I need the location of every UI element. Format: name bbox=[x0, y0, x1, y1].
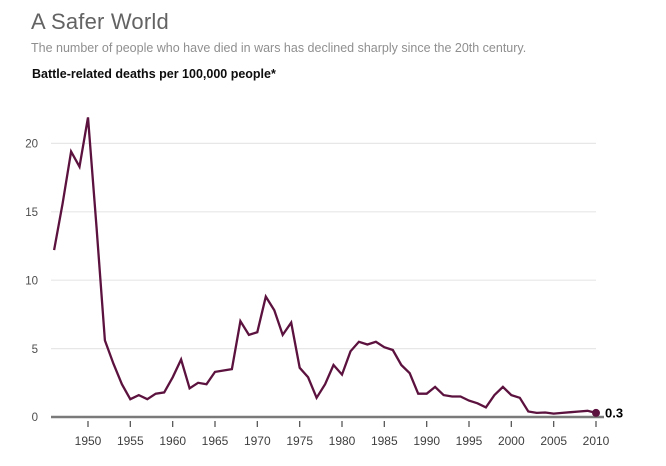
x-axis-label: 2005 bbox=[540, 434, 567, 448]
x-axis-label: 2010 bbox=[583, 434, 610, 448]
x-axis-label: 1965 bbox=[202, 434, 229, 448]
x-axis-label: 1955 bbox=[117, 434, 144, 448]
end-point-dot bbox=[592, 408, 600, 417]
y-axis-label: 10 bbox=[25, 275, 38, 287]
chart-subtitle: The number of people who have died in wa… bbox=[31, 41, 527, 55]
y-axis-label: 15 bbox=[25, 207, 38, 219]
x-axis-label: 2000 bbox=[498, 434, 525, 448]
series-line bbox=[52, 117, 597, 415]
x-axis-label: 1990 bbox=[413, 434, 440, 448]
x-axis-label: 1975 bbox=[286, 434, 313, 448]
y-axis-label: 0 bbox=[32, 412, 38, 424]
y-axis-label: 20 bbox=[25, 139, 38, 151]
x-axis-label: 1985 bbox=[371, 434, 398, 448]
chart-series-label: Battle-related deaths per 100,000 people… bbox=[32, 67, 276, 81]
x-axis-label: 1950 bbox=[75, 434, 102, 448]
x-axis-label: 1995 bbox=[456, 434, 483, 448]
x-axis-label: 1970 bbox=[244, 434, 271, 448]
y-axis-label: 5 bbox=[32, 344, 38, 356]
x-axis-label: 1960 bbox=[159, 434, 186, 448]
x-axis-label: 1980 bbox=[329, 434, 356, 448]
page-title: A Safer World bbox=[31, 9, 169, 34]
end-value-label: 0.3 bbox=[605, 405, 623, 420]
